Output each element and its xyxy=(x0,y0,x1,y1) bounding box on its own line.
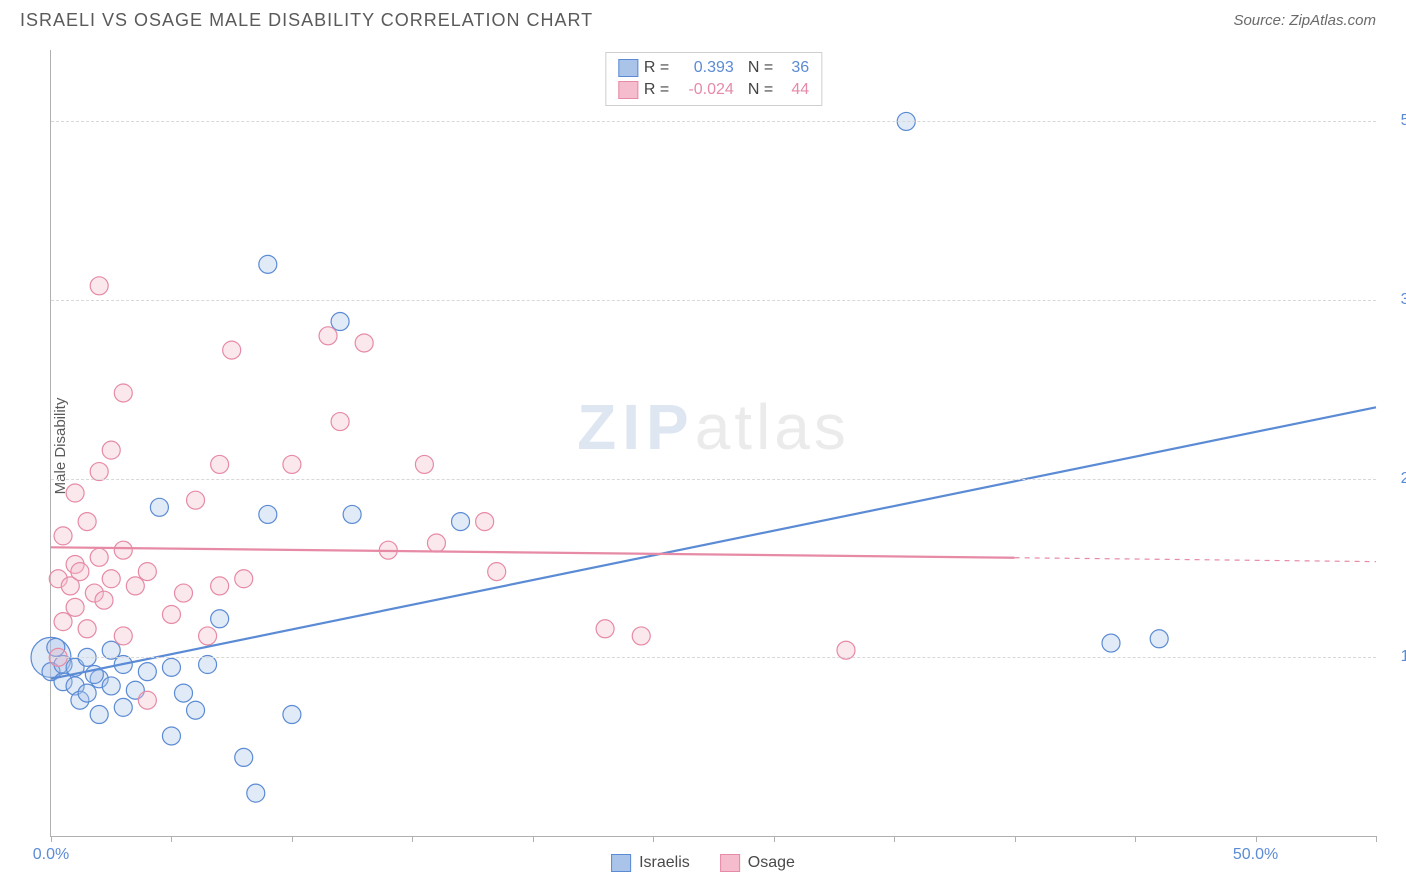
n-label: N = xyxy=(748,79,773,101)
y-tick-label: 50.0% xyxy=(1386,112,1406,130)
x-tick xyxy=(653,836,654,842)
n-label: N = xyxy=(748,57,773,79)
x-tick xyxy=(774,836,775,842)
y-tick-label: 25.0% xyxy=(1386,470,1406,488)
x-tick xyxy=(1376,836,1377,842)
n-value: 36 xyxy=(779,57,809,79)
x-tick xyxy=(1135,836,1136,842)
n-value: 44 xyxy=(779,79,809,101)
chart-source: Source: ZipAtlas.com xyxy=(1233,12,1376,29)
gridline xyxy=(51,479,1376,480)
x-tick xyxy=(412,836,413,842)
legend-item: Osage xyxy=(720,854,795,872)
gridline xyxy=(51,121,1376,122)
legend-swatch xyxy=(618,59,638,77)
x-tick xyxy=(1256,836,1257,842)
gridline xyxy=(51,300,1376,301)
x-tick xyxy=(1015,836,1016,842)
r-label: R = xyxy=(644,57,672,79)
x-tick xyxy=(894,836,895,842)
correlation-legend: R = 0.393 N = 36 R = -0.024 N = 44 xyxy=(605,52,822,106)
r-value: -0.024 xyxy=(678,79,734,101)
chart-header: ISRAELI VS OSAGE MALE DISABILITY CORRELA… xyxy=(0,0,1406,37)
plot-area: ZIPatlas R =0.393N =36R =-0.024N =44 12.… xyxy=(50,50,1376,837)
correlation-row: R = -0.024 N = 44 xyxy=(618,79,809,101)
x-tick xyxy=(533,836,534,842)
legend-label: Israelis xyxy=(639,854,690,872)
x-tick xyxy=(292,836,293,842)
y-tick-label: 37.5% xyxy=(1386,291,1406,309)
r-value: 0.393 xyxy=(678,57,734,79)
legend-label: Osage xyxy=(748,854,795,872)
legend-swatch xyxy=(611,854,631,872)
x-tick xyxy=(171,836,172,842)
gridline xyxy=(51,657,1376,658)
correlation-row: R = 0.393 N = 36 xyxy=(618,57,809,79)
legend-item: Israelis xyxy=(611,854,690,872)
legend-swatch xyxy=(618,81,638,99)
chart-title: ISRAELI VS OSAGE MALE DISABILITY CORRELA… xyxy=(20,10,593,31)
legend-swatch xyxy=(720,854,740,872)
scatter-svg xyxy=(51,50,1376,836)
series-legend: Israelis Osage xyxy=(611,854,795,872)
x-tick-label: 50.0% xyxy=(1233,846,1278,864)
x-tick xyxy=(51,836,52,842)
y-tick-label: 12.5% xyxy=(1386,648,1406,666)
x-tick-label: 0.0% xyxy=(33,846,69,864)
r-label: R = xyxy=(644,79,672,101)
